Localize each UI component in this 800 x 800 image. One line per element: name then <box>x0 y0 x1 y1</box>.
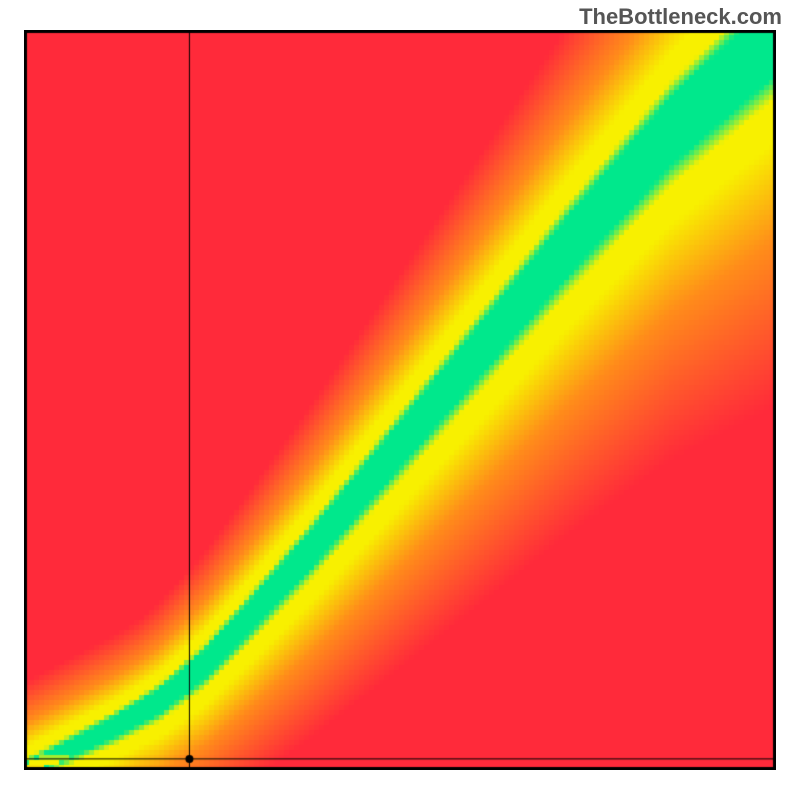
plot-area <box>24 30 776 770</box>
heatmap-canvas <box>24 30 776 770</box>
watermark-text: TheBottleneck.com <box>579 4 782 30</box>
